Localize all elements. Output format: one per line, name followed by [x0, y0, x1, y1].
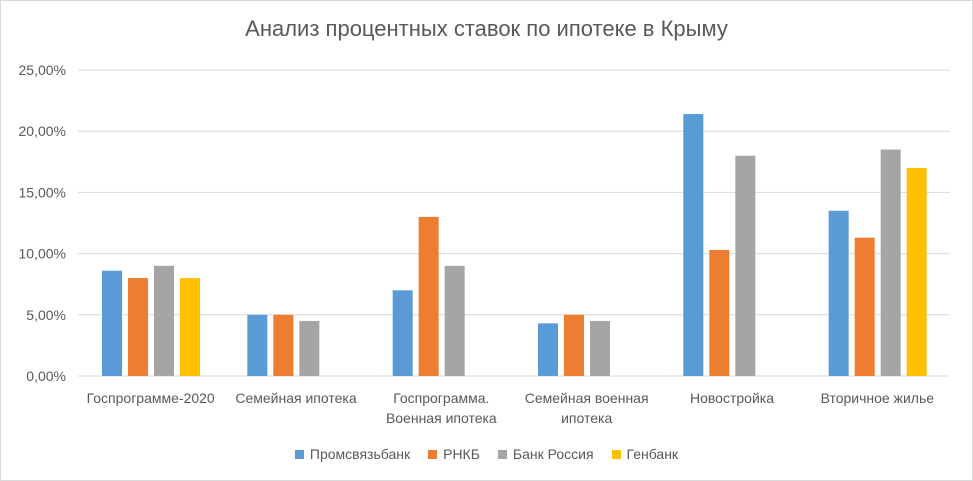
bar	[735, 155, 756, 376]
bar	[538, 323, 558, 376]
bar	[273, 314, 294, 376]
y-tick-label: 20,00%	[19, 123, 66, 139]
legend-label: РНКБ	[443, 446, 480, 462]
bar	[590, 320, 610, 376]
legend-swatch	[611, 449, 621, 459]
bar	[854, 237, 875, 376]
legend-swatch	[428, 449, 438, 459]
bar	[299, 320, 320, 376]
x-tick-label: Госпрограмме-2020	[87, 390, 215, 406]
bar	[564, 314, 584, 376]
legend-swatch	[497, 449, 507, 459]
bar	[880, 149, 901, 376]
legend-item: Банк Россия	[497, 446, 594, 462]
x-tick-label: Новостройка	[690, 390, 774, 406]
legend-label: Промсвязьбанк	[309, 446, 411, 462]
bar	[392, 290, 413, 376]
legend-item: РНКБ	[428, 446, 480, 462]
y-axis-ticks: 0,00% 5,00% 10,00% 15,00% 20,00% 25,00%	[19, 62, 66, 384]
x-tick-label: Вторичное жилье	[821, 390, 935, 406]
legend-label: Банк Россия	[512, 446, 594, 462]
legend-item: Промсвязьбанк	[294, 446, 411, 462]
x-tick-label: Семейная военная ипотека	[525, 390, 649, 426]
bar	[102, 270, 122, 376]
y-tick-label: 10,00%	[19, 246, 66, 262]
bar	[418, 216, 439, 376]
bar	[683, 114, 704, 377]
y-tick-label: 0,00%	[26, 368, 66, 384]
y-tick-label: 15,00%	[19, 184, 66, 200]
y-tick-label: 5,00%	[26, 307, 66, 323]
bar	[444, 265, 465, 376]
bar	[828, 210, 849, 376]
legend-item: Генбанк	[611, 446, 679, 462]
legend-swatch	[294, 449, 304, 459]
bar	[709, 249, 730, 376]
y-tick-label: 25,00%	[19, 62, 66, 78]
gridlines	[78, 69, 950, 377]
x-tick-label: Госпрограмма. Военная ипотека	[386, 390, 497, 426]
chart-title: Анализ процентных ставок по ипотеке в Кр…	[245, 16, 728, 41]
bars	[102, 114, 927, 377]
bar	[906, 167, 927, 376]
bar	[180, 278, 200, 376]
bar	[247, 314, 268, 376]
legend-label: Генбанк	[626, 446, 679, 462]
bar	[128, 278, 148, 376]
legend: Промсвязьбанк РНКБ Банк Россия Генбанк	[0, 446, 973, 462]
x-axis-ticks: Госпрограмме-2020 Семейная ипотека Госпрог…	[87, 390, 935, 426]
bar	[154, 265, 174, 376]
x-tick-label: Семейная ипотека	[235, 390, 356, 406]
